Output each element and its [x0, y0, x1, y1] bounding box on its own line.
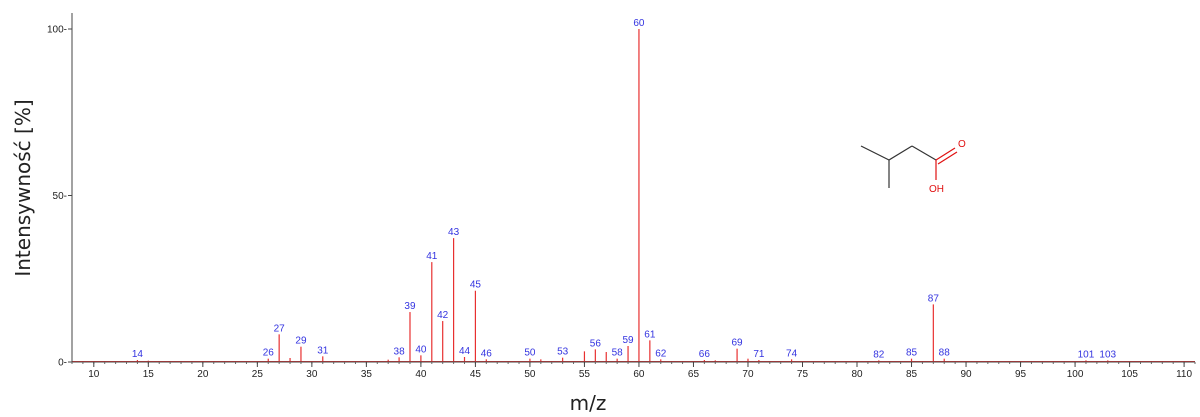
peak-label-59: 59 — [622, 335, 634, 346]
x-tick-label: 35 — [361, 369, 373, 380]
peak-label-56: 56 — [590, 338, 602, 349]
peak-label-88: 88 — [939, 348, 951, 359]
peak-label-42: 42 — [437, 310, 449, 321]
hydroxyl-label: OH — [929, 184, 944, 195]
peak-labels-group: 14 26 27 29 31 38 39 40 41 42 43 44 45 46 50 53 56 58 59 60… — [132, 18, 1117, 360]
peak-label-58: 58 — [612, 348, 624, 359]
peak-label-85: 85 — [906, 348, 918, 359]
x-tick-label: 55 — [579, 369, 591, 380]
x-tick-label: 85 — [906, 369, 918, 380]
x-tick-label: 100 — [1067, 369, 1084, 380]
x-tick-label: 50 — [524, 369, 536, 380]
peak-label-46: 46 — [481, 348, 493, 359]
x-tick-label: 25 — [252, 369, 264, 380]
x-tick-label: 20 — [197, 369, 209, 380]
peak-label-66: 66 — [699, 349, 711, 360]
x-tick-label: 90 — [960, 369, 972, 380]
x-tick-label: 70 — [742, 369, 754, 380]
peak-label-44: 44 — [459, 346, 471, 357]
molecule-structure: O OH — [860, 139, 966, 195]
peak-label-82: 82 — [873, 349, 885, 360]
peak-label-61: 61 — [644, 329, 656, 340]
x-tick-label: 95 — [1015, 369, 1027, 380]
peak-label-53: 53 — [557, 347, 569, 358]
x-tick-label: 105 — [1121, 369, 1138, 380]
peak-label-31: 31 — [317, 345, 329, 356]
axes-group: 0- 50- 100- 10 15 20 25 30 35 40 45 50 55 60 65 70 75 80 8… — [47, 13, 1196, 380]
peak-label-71: 71 — [753, 349, 765, 360]
y-tick-label: 0- — [58, 358, 67, 369]
x-tick-label: 10 — [88, 369, 100, 380]
peak-label-38: 38 — [394, 346, 406, 357]
x-tick-label: 65 — [688, 369, 700, 380]
x-tick-label: 110 — [1176, 369, 1192, 380]
peak-label-74: 74 — [786, 348, 798, 359]
peak-label-41: 41 — [426, 251, 438, 262]
y-axis-title: Intensywność [%] — [11, 99, 35, 276]
peak-label-27: 27 — [274, 323, 286, 334]
x-tick-label: 80 — [851, 369, 863, 380]
peak-label-60: 60 — [633, 18, 645, 29]
x-tick-label: 40 — [415, 369, 427, 380]
peak-label-40: 40 — [415, 344, 427, 355]
x-tick-label: 30 — [306, 369, 318, 380]
x-tick-label: 15 — [143, 369, 155, 380]
x-tick-label: 45 — [470, 369, 482, 380]
peak-label-50: 50 — [524, 348, 536, 359]
bond — [860, 145, 890, 161]
peak-label-29: 29 — [295, 336, 307, 347]
y-tick-label: 100- — [47, 25, 67, 36]
peak-label-101: 101 — [1078, 349, 1095, 360]
bond — [888, 145, 913, 161]
oxygen-label: O — [958, 139, 966, 150]
peak-label-43: 43 — [448, 227, 460, 238]
x-tick-label: 75 — [797, 369, 809, 380]
x-axis-title: m/z — [570, 391, 607, 415]
peak-label-62: 62 — [655, 348, 667, 359]
x-tick-label: 60 — [633, 369, 645, 380]
bond — [911, 145, 937, 161]
peak-label-69: 69 — [732, 338, 744, 349]
peak-label-87: 87 — [928, 293, 940, 304]
carbonyl-bond — [935, 147, 956, 161]
carbonyl-bond — [937, 151, 958, 165]
peak-label-26: 26 — [263, 348, 275, 359]
peaks-group — [72, 29, 1195, 362]
y-tick-label: 50- — [53, 191, 67, 202]
peak-label-103: 103 — [1099, 349, 1116, 360]
peak-label-39: 39 — [404, 301, 416, 312]
peak-label-14: 14 — [132, 349, 144, 360]
peak-label-45: 45 — [470, 280, 482, 291]
